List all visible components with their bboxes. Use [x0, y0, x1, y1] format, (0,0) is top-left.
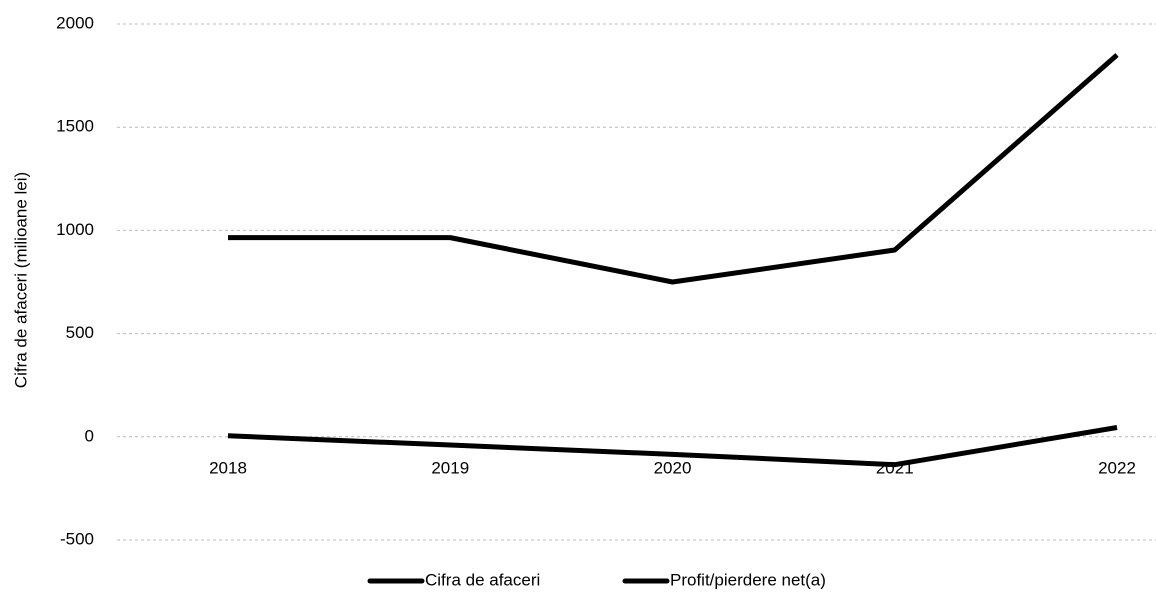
y-tick-label: 1500	[56, 117, 94, 136]
x-tick-label: 2019	[431, 458, 469, 477]
y-tick-label: 0	[85, 426, 94, 445]
legend-label: Cifra de afaceri	[425, 570, 540, 589]
x-tick-label: 2020	[654, 458, 692, 477]
y-tick-label: 2000	[56, 13, 94, 32]
y-axis-label: Cifra de afaceri (milioane lei)	[11, 172, 30, 388]
x-tick-label: 2022	[1098, 458, 1136, 477]
y-tick-label: -500	[60, 529, 94, 548]
line-series	[228, 53, 1119, 285]
y-tick-label: 1000	[56, 220, 94, 239]
x-tick-label: 2018	[209, 458, 247, 477]
line-series	[227, 425, 1118, 468]
y-tick-label: 500	[66, 323, 94, 342]
legend-label: Profit/pierdere net(a)	[670, 570, 826, 589]
